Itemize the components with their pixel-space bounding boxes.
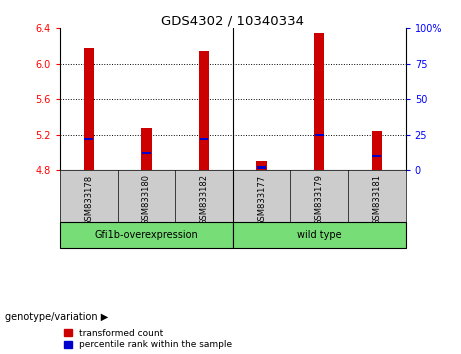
Text: genotype/variation ▶: genotype/variation ▶: [5, 312, 108, 322]
Bar: [372, 155, 381, 157]
Bar: [233, 222, 406, 248]
Title: GDS4302 / 10340334: GDS4302 / 10340334: [161, 14, 304, 27]
Bar: [314, 33, 325, 170]
Bar: [84, 138, 93, 140]
Text: GSM833181: GSM833181: [372, 175, 381, 225]
Bar: [60, 222, 233, 248]
Bar: [142, 152, 151, 154]
Bar: [141, 128, 152, 170]
Text: GSM833180: GSM833180: [142, 175, 151, 225]
Bar: [257, 166, 266, 169]
Legend: transformed count, percentile rank within the sample: transformed count, percentile rank withi…: [65, 329, 232, 349]
Text: GSM833182: GSM833182: [200, 175, 208, 225]
Bar: [315, 134, 324, 136]
Bar: [199, 51, 209, 170]
Text: GSM833177: GSM833177: [257, 175, 266, 225]
Bar: [256, 161, 267, 170]
Text: GSM833179: GSM833179: [315, 175, 324, 225]
Text: Gfi1b-overexpression: Gfi1b-overexpression: [95, 230, 198, 240]
Bar: [200, 138, 208, 140]
Text: GSM833178: GSM833178: [84, 175, 93, 225]
Text: wild type: wild type: [297, 230, 342, 240]
Bar: [83, 48, 94, 170]
Bar: [372, 131, 382, 170]
